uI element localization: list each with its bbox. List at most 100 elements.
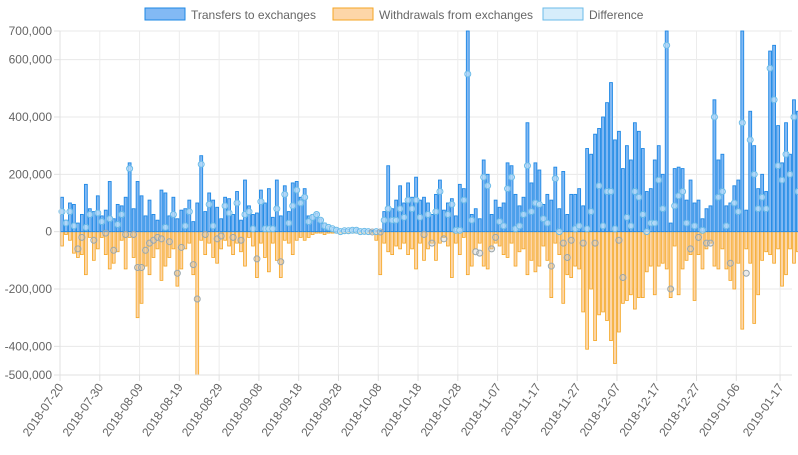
withdrawals-bar xyxy=(513,231,518,267)
difference-point xyxy=(249,225,257,233)
difference-point xyxy=(683,219,691,227)
x-tick-label: 2019-01-06 xyxy=(696,380,743,439)
transfers-bar xyxy=(732,185,737,233)
difference-point xyxy=(687,245,695,253)
difference-point xyxy=(293,186,301,194)
difference-point xyxy=(269,225,277,233)
withdrawals-bar xyxy=(255,231,259,278)
withdrawals-bar xyxy=(672,231,677,247)
difference-point xyxy=(173,269,181,277)
transfers-bar xyxy=(119,205,124,233)
transfers-bar xyxy=(155,219,160,233)
difference-point xyxy=(726,259,734,267)
withdrawals-bar xyxy=(91,231,96,261)
withdrawals-bar xyxy=(712,231,717,267)
withdrawals-bar xyxy=(298,231,303,238)
withdrawals-bar xyxy=(748,231,753,264)
withdrawals-bar xyxy=(302,231,307,241)
transfers-bar xyxy=(704,208,709,233)
withdrawals-bar xyxy=(652,231,657,296)
difference-point xyxy=(273,205,281,213)
transfers-bar xyxy=(72,203,76,233)
transfers-bar xyxy=(505,162,510,233)
difference-point xyxy=(118,210,126,218)
difference-point xyxy=(74,245,82,253)
legend-item[interactable]: Transfers to exchanges xyxy=(144,7,316,22)
transfers-bar xyxy=(493,199,498,233)
difference-point xyxy=(627,222,635,230)
withdrawals-bar xyxy=(410,231,414,250)
difference-point xyxy=(130,231,138,239)
transfers-bar xyxy=(617,130,621,233)
withdrawals-bar xyxy=(744,231,749,250)
difference-point xyxy=(782,150,790,158)
difference-point xyxy=(380,216,388,224)
transfers-bar xyxy=(760,173,765,233)
transfers-bar xyxy=(660,173,665,233)
withdrawals-bar xyxy=(517,231,522,253)
legend[interactable]: Transfers to exchanges Withdrawals from e… xyxy=(144,7,644,22)
difference-point xyxy=(527,208,535,216)
withdrawals-bar xyxy=(617,231,621,333)
withdrawals-bar xyxy=(776,231,780,250)
transfers-bar xyxy=(585,148,590,233)
difference-point xyxy=(786,170,794,178)
difference-point xyxy=(301,193,309,201)
withdrawals-bar xyxy=(589,231,593,290)
difference-point xyxy=(384,205,392,213)
transfers-bar xyxy=(740,30,745,233)
difference-point xyxy=(480,173,488,181)
withdrawals-bar xyxy=(752,231,757,324)
y-tick-label: 600,000 xyxy=(9,53,53,67)
transfers-bar xyxy=(728,202,733,233)
transfers-bar xyxy=(593,133,597,233)
difference-point xyxy=(408,205,416,213)
withdrawals-bar xyxy=(402,231,406,244)
transfers-bar xyxy=(430,214,434,233)
difference-point xyxy=(157,235,165,243)
difference-point xyxy=(185,208,193,216)
difference-point xyxy=(86,210,94,218)
difference-point xyxy=(468,216,476,224)
difference-point xyxy=(70,222,78,230)
difference-point xyxy=(165,238,173,246)
difference-point xyxy=(523,162,531,170)
difference-point xyxy=(718,188,726,196)
difference-point xyxy=(448,200,456,208)
difference-point xyxy=(428,239,436,247)
difference-point xyxy=(201,231,209,239)
legend-item[interactable]: Withdrawals from exchanges xyxy=(332,7,533,22)
difference-point xyxy=(587,208,595,216)
withdrawals-bar xyxy=(135,231,140,319)
difference-point xyxy=(496,218,504,226)
transfers-bar xyxy=(87,208,92,233)
transfers-bar xyxy=(664,30,669,233)
difference-point xyxy=(177,243,185,251)
withdrawals-bar xyxy=(509,231,514,244)
transfers-bar xyxy=(601,116,605,233)
difference-point xyxy=(62,219,70,227)
difference-point xyxy=(750,170,758,178)
difference-point xyxy=(396,205,404,213)
transfers-bar xyxy=(537,169,542,233)
transfers-bar xyxy=(68,202,72,233)
difference-point xyxy=(432,208,440,216)
withdrawals-bar xyxy=(684,231,689,261)
difference-point xyxy=(504,185,512,193)
transfers-bars xyxy=(60,30,798,233)
transfers-bar xyxy=(461,188,466,233)
difference-point xyxy=(110,246,118,254)
withdrawals-bar xyxy=(195,231,200,376)
difference-point xyxy=(559,239,567,247)
difference-point xyxy=(651,219,659,227)
transfers-bar xyxy=(792,99,796,233)
legend-item[interactable]: Difference xyxy=(542,7,644,22)
withdrawals-bar xyxy=(290,231,295,256)
transfers-bar xyxy=(410,196,414,233)
difference-point xyxy=(488,245,496,253)
difference-point xyxy=(519,210,527,218)
transfers-bar xyxy=(517,205,522,233)
withdrawals-bar xyxy=(680,231,685,270)
transfers-bar xyxy=(561,171,566,233)
withdrawals-bar xyxy=(469,231,474,267)
